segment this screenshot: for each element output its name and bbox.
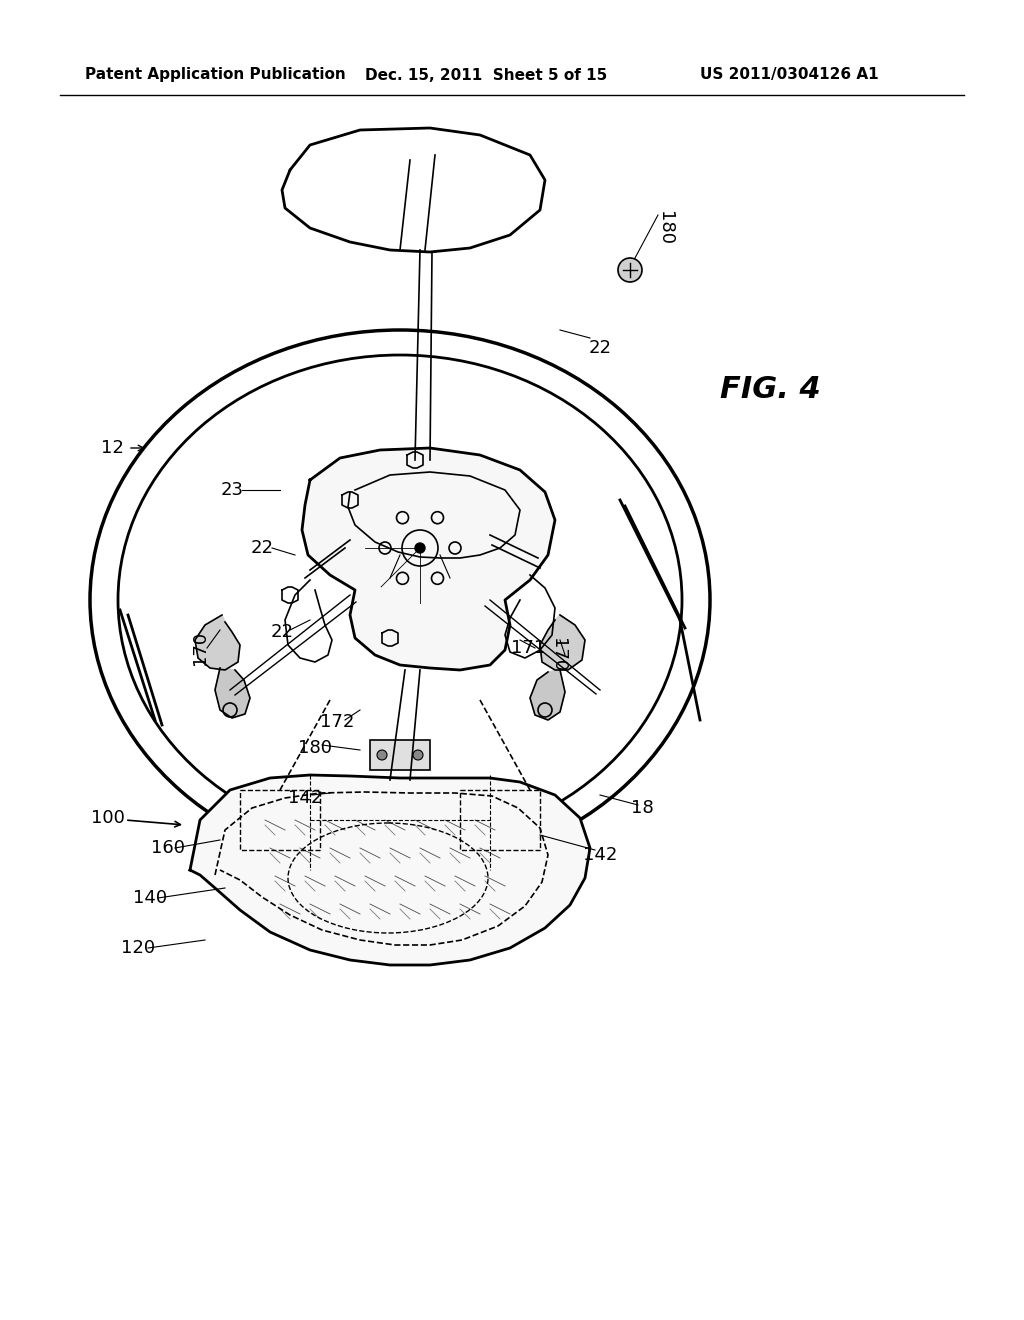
Text: 140: 140 bbox=[133, 888, 167, 907]
Bar bbox=[240, 789, 319, 850]
Polygon shape bbox=[302, 447, 555, 671]
Polygon shape bbox=[190, 775, 590, 965]
Text: FIG. 4: FIG. 4 bbox=[720, 375, 821, 404]
Circle shape bbox=[377, 750, 387, 760]
Text: Patent Application Publication: Patent Application Publication bbox=[85, 67, 346, 82]
Text: 12: 12 bbox=[100, 440, 124, 457]
Circle shape bbox=[413, 750, 423, 760]
Circle shape bbox=[618, 257, 642, 282]
Text: 170: 170 bbox=[549, 638, 567, 672]
Text: 23: 23 bbox=[220, 480, 244, 499]
Text: 172: 172 bbox=[319, 713, 354, 731]
Text: Dec. 15, 2011  Sheet 5 of 15: Dec. 15, 2011 Sheet 5 of 15 bbox=[365, 67, 607, 82]
Circle shape bbox=[415, 543, 425, 553]
Text: 120: 120 bbox=[121, 939, 155, 957]
Polygon shape bbox=[215, 668, 250, 718]
Text: 180: 180 bbox=[298, 739, 332, 756]
Text: 142: 142 bbox=[288, 789, 323, 807]
Text: US 2011/0304126 A1: US 2011/0304126 A1 bbox=[700, 67, 879, 82]
Polygon shape bbox=[195, 615, 240, 671]
Text: 22: 22 bbox=[270, 623, 294, 642]
Polygon shape bbox=[540, 615, 585, 671]
Text: 22: 22 bbox=[589, 339, 611, 356]
Text: 142: 142 bbox=[583, 846, 617, 865]
Text: 180: 180 bbox=[656, 211, 674, 246]
Text: 18: 18 bbox=[631, 799, 653, 817]
Polygon shape bbox=[530, 671, 565, 719]
Text: 171: 171 bbox=[511, 639, 545, 657]
Text: 100: 100 bbox=[91, 809, 125, 828]
Bar bbox=[370, 741, 430, 770]
Text: 170: 170 bbox=[191, 631, 209, 665]
Text: 22: 22 bbox=[251, 539, 273, 557]
Text: 160: 160 bbox=[151, 840, 185, 857]
Bar bbox=[460, 789, 540, 850]
